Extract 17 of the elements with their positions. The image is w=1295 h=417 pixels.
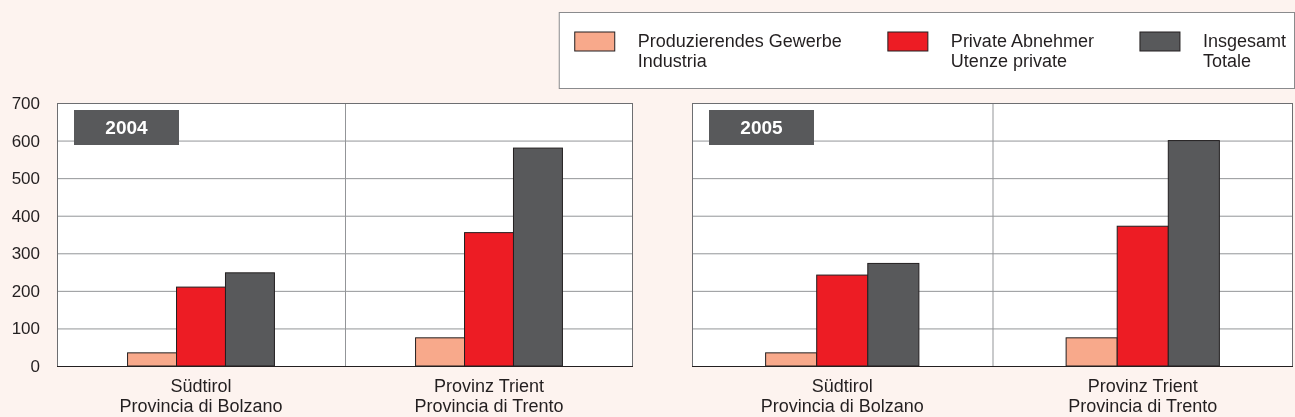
text: 2004 xyxy=(105,117,149,138)
text: 2005 xyxy=(740,117,784,138)
legend-label: Private Abnehmer Utenze private xyxy=(950,31,1094,71)
legend-label: Produzierendes Gewerbe Industria xyxy=(637,31,842,71)
y-tick-label: 600 xyxy=(11,131,40,151)
legend-label: Insgesamt Totale xyxy=(1202,31,1286,71)
y-tick-label: 700 xyxy=(11,93,40,113)
y-tick-label: 500 xyxy=(11,169,40,189)
y-tick-label: 300 xyxy=(11,244,40,264)
y-tick-label: 200 xyxy=(11,281,40,301)
x-tick-label: Südtirol Provincia di Bolzano xyxy=(760,376,924,416)
y-tick-label: 0 xyxy=(30,356,40,376)
x-tick-label: Provinz Trient Provincia di Trento xyxy=(1068,376,1218,416)
x-tick-label: Provinz Trient Provincia di Trento xyxy=(414,376,564,416)
x-tick-label: Südtirol Provincia di Bolzano xyxy=(119,376,283,416)
y-tick-label: 100 xyxy=(11,319,40,339)
y-tick-label: 400 xyxy=(11,206,40,226)
